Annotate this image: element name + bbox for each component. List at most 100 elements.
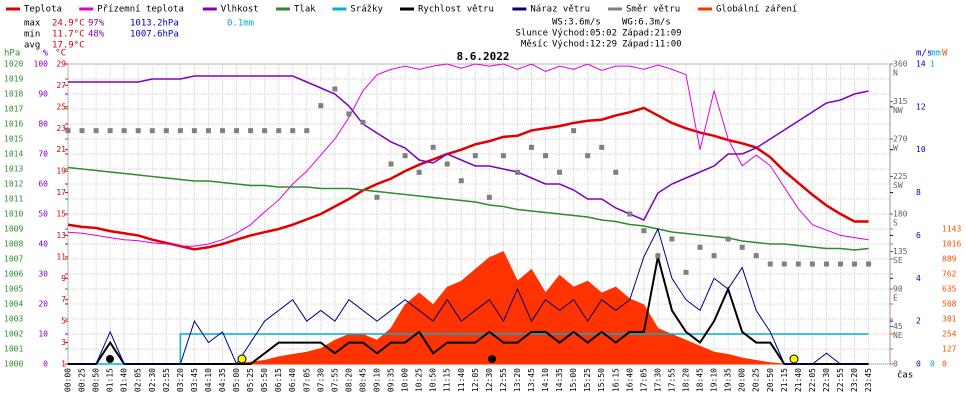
chart-title: 8.6.2022 xyxy=(457,50,510,63)
x-tick-label: 22:30 xyxy=(822,368,831,392)
legend-label: Teplota xyxy=(24,5,62,15)
x-tick-label: 14:10 xyxy=(541,368,550,392)
legend-label: Rychlost větru xyxy=(418,5,494,15)
y-tick-label: 50 xyxy=(38,210,48,219)
direction-point xyxy=(374,194,380,200)
y-tick-label: 90 xyxy=(38,90,48,99)
x-tick-label: 08:45 xyxy=(358,368,367,392)
direction-point xyxy=(500,153,506,159)
y-tick-label: 5 xyxy=(61,317,66,326)
direction-point xyxy=(121,128,127,134)
direction-point xyxy=(571,128,577,134)
moon-set: Západ:11:00 xyxy=(622,40,682,50)
direction-point xyxy=(753,253,759,259)
stat-value: 1007.6hPa xyxy=(130,30,179,40)
line xyxy=(68,256,869,365)
y-tick-label: 1018 xyxy=(4,90,23,99)
y-tick-label: 27 xyxy=(56,81,66,90)
direction-point xyxy=(149,128,155,134)
y-tick-label: 0 xyxy=(916,360,921,369)
legend-label: Tlak xyxy=(294,5,316,15)
x-tick-label: 15:50 xyxy=(597,368,606,392)
y-tick-label: 2 xyxy=(916,317,921,326)
x-tick-label: 17:30 xyxy=(653,368,662,392)
direction-point xyxy=(795,261,801,267)
direction-point xyxy=(79,128,85,134)
direction-point xyxy=(543,153,549,159)
y-tick-label: 381 xyxy=(942,315,957,324)
series-layer xyxy=(65,63,872,366)
y-tick-label: 762 xyxy=(942,270,957,279)
x-tick-label: 04:35 xyxy=(218,368,227,392)
direction-point xyxy=(866,261,872,267)
y-tick-label: 1 xyxy=(61,360,66,369)
y-tick-label: 0 xyxy=(930,360,935,369)
x-axis-label: čas xyxy=(897,370,913,381)
y-tick-label: 8 xyxy=(916,188,921,197)
y-tick-label: 10 xyxy=(916,145,926,154)
x-tick-label: 09:10 xyxy=(372,368,381,392)
direction-point xyxy=(65,128,71,134)
stat-value: 48% xyxy=(88,30,105,40)
x-tick-label: 13:20 xyxy=(513,368,522,392)
direction-point xyxy=(781,261,787,267)
y-tick-label: 1004 xyxy=(4,300,23,309)
x-tick-label: 02:05 xyxy=(134,368,143,392)
x-tick-label: 04:10 xyxy=(204,368,213,392)
x-tick-label: 15:00 xyxy=(569,368,578,392)
direction-point xyxy=(585,153,591,159)
legend-label: Globální záření xyxy=(716,5,797,15)
legend-label: Směr větru xyxy=(626,5,680,15)
legend-label: Náraz větru xyxy=(530,5,590,15)
x-tick-label: 03:45 xyxy=(190,368,199,392)
compass-label: SE xyxy=(893,256,903,265)
y-tick-label: 1020 xyxy=(4,60,23,69)
x-tick-label: 02:55 xyxy=(162,368,171,392)
x-tick-label: 23:20 xyxy=(850,368,859,392)
x-tick-label: 20:25 xyxy=(752,368,761,392)
stat-value: 0.1mm xyxy=(227,19,254,29)
x-tick-label: 14:35 xyxy=(555,368,564,392)
wind-speed: WS:3.6m/s xyxy=(552,18,601,28)
y-tick-label: 1011 xyxy=(4,195,23,204)
y-tick-label: 1001 xyxy=(4,345,23,354)
x-tick-label: 02:30 xyxy=(148,368,157,392)
y-tick-label: 1000 xyxy=(4,360,23,369)
x-tick-label: 21:40 xyxy=(794,368,803,392)
x-tick-label: 00:25 xyxy=(78,368,87,392)
sun-set: Západ:21:09 xyxy=(622,29,682,39)
direction-point xyxy=(388,161,394,167)
direction-point xyxy=(93,128,99,134)
direction-point xyxy=(234,128,240,134)
moon-rise: Východ:12:29 xyxy=(552,40,617,50)
x-tick-label: 17:05 xyxy=(639,368,648,392)
y-tick-label: 0 xyxy=(43,360,48,369)
y-tick-label: 9 xyxy=(61,274,66,283)
x-tick-label: 03:20 xyxy=(176,368,185,392)
y-tick-label: 0 xyxy=(893,360,898,369)
y-tick-label: 135 xyxy=(893,247,908,256)
line xyxy=(68,227,869,366)
direction-point xyxy=(486,194,492,200)
y-tick-label: 20 xyxy=(38,300,48,309)
x-tick-label: 10:00 xyxy=(401,368,410,392)
x-tick-label: 10:50 xyxy=(429,368,438,392)
y-tick-label: 40 xyxy=(38,240,48,249)
y-tick-label: 60 xyxy=(38,180,48,189)
compass-label: SW xyxy=(893,181,903,190)
y-tick-label: 1014 xyxy=(4,150,23,159)
y-tick-label: 1019 xyxy=(4,75,23,84)
y-tick-label: 1009 xyxy=(4,225,23,234)
direction-point xyxy=(823,261,829,267)
x-tick-label: 08:20 xyxy=(344,368,353,392)
axis-unit-label: m/s xyxy=(916,49,932,59)
axis-unit-label: hPa xyxy=(4,49,20,59)
x-tick-label: 20:00 xyxy=(738,368,747,392)
sun-moon-markers xyxy=(106,354,799,364)
direction-point xyxy=(711,253,717,259)
direction-point xyxy=(276,128,282,134)
direction-point xyxy=(290,128,296,134)
y-tick-label: 13 xyxy=(56,231,66,240)
y-tick-label: 4 xyxy=(916,274,921,283)
direction-point xyxy=(430,144,436,150)
